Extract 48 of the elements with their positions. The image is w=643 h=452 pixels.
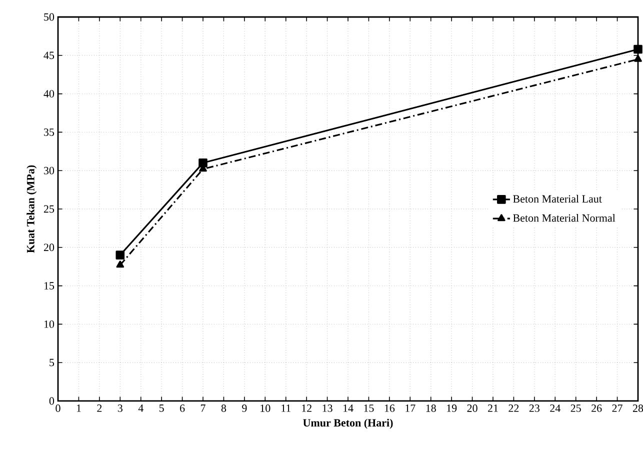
y-tick-label: 15 [44, 282, 54, 290]
y-tick-label: 0 [49, 397, 54, 405]
y-tick-label: 40 [44, 90, 54, 98]
x-tick-label: 5 [159, 404, 164, 412]
x-tick-label: 17 [406, 404, 416, 412]
y-tick-label: 10 [44, 320, 54, 328]
x-tick-label: 6 [180, 404, 185, 412]
x-tick-label: 0 [56, 404, 60, 412]
x-tick-label: 16 [384, 404, 395, 412]
point [116, 250, 125, 260]
y-tick-label: 50 [44, 13, 54, 21]
y-tick-label: 35 [44, 128, 54, 136]
x-tick-label: 18 [426, 404, 436, 412]
y-tick-label: 45 [44, 52, 54, 60]
point [634, 54, 642, 62]
x-tick-label: 27 [612, 404, 622, 412]
y-tick-label: 5 [50, 358, 54, 366]
x-tick-label: 20 [467, 404, 478, 412]
x-tick-label: 19 [447, 404, 457, 412]
x-tick-label: 28 [632, 404, 643, 412]
x-tick-label: 25 [570, 404, 581, 412]
y-tick-label: 30 [44, 166, 54, 174]
x-tick-label: 4 [138, 404, 144, 412]
point [198, 158, 208, 168]
x-tick-label: 23 [529, 404, 540, 412]
x-tick-label: 3 [118, 404, 122, 412]
y-axis-title: Kuat Tekan (MPa) [26, 165, 37, 253]
y-tick-label: 20 [44, 244, 54, 252]
x-tick-label: 21 [488, 404, 498, 412]
x-axis-title: Umur Beton (Hari) [303, 418, 393, 429]
x-tick-label: 12 [302, 404, 312, 412]
x-tick-label: 11 [282, 404, 290, 412]
x-tick-label: 1 [76, 404, 81, 412]
y-tick-label: 25 [44, 205, 54, 213]
point [116, 260, 124, 268]
legend-label: Beton Material Normal [513, 214, 616, 222]
x-tick-label: 2 [97, 404, 102, 412]
x-tick-label: 26 [592, 404, 602, 412]
x-tick-label: 9 [242, 404, 247, 412]
x-tick-label: 13 [322, 404, 332, 412]
x-tick-label: 15 [364, 404, 374, 412]
x-tick-label: 10 [260, 404, 270, 412]
x-tick-label: 8 [221, 404, 226, 412]
x-tick-label: 22 [508, 404, 519, 412]
x-tick-label: 7 [200, 404, 206, 412]
legend-label: Beton Material Laut [513, 194, 602, 203]
x-tick-label: 24 [550, 404, 560, 412]
x-tick-label: 14 [343, 404, 354, 412]
